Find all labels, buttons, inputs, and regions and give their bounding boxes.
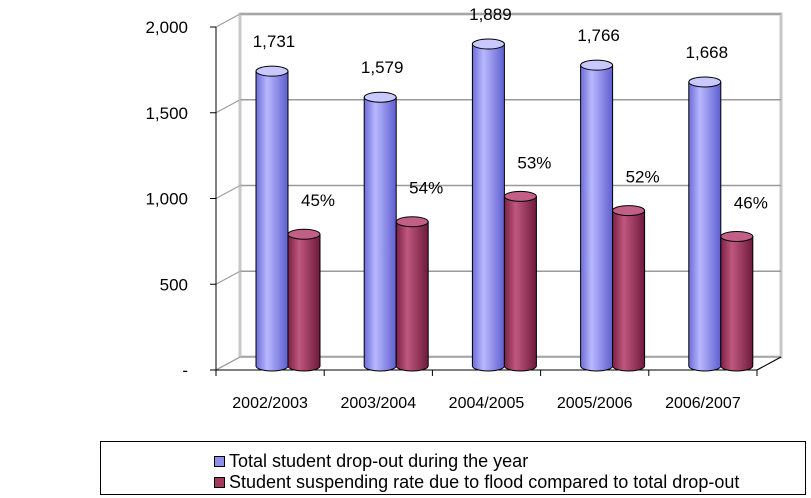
bar-top [287, 228, 321, 240]
bar [580, 59, 614, 372]
bar [287, 228, 321, 372]
y-axis: - 500 1,000 1,500 2,000 [145, 18, 217, 380]
bar-top [395, 216, 429, 228]
gridline-diagonal [215, 270, 241, 285]
gridline-diagonal [215, 99, 241, 114]
bar-body [503, 195, 537, 372]
bars [255, 38, 754, 372]
data-label: 53% [517, 153, 551, 172]
y-tick-label: 2,000 [145, 18, 188, 37]
x-tick-label: 2006/2007 [665, 395, 741, 412]
y-tick-label: 1,500 [145, 104, 188, 123]
bar-body [612, 210, 646, 372]
bar [503, 190, 537, 372]
bar [720, 230, 754, 372]
gridline-diagonal [215, 13, 241, 28]
y-tick-label: 500 [160, 275, 188, 294]
bar-body [580, 64, 614, 372]
bar [363, 91, 397, 372]
data-label: 1,731 [253, 32, 296, 51]
data-label: 1,579 [361, 58, 404, 77]
data-label: 1,766 [577, 26, 620, 45]
bar-chart: - 500 1,000 1,500 2,000 2002/2003 2003/2004 20… [145, 5, 783, 412]
gridline-diagonal [215, 356, 241, 371]
bar-body [255, 70, 289, 372]
bar-top [471, 38, 505, 50]
legend-swatch-suspending-rate [214, 476, 225, 488]
bar-body [720, 235, 754, 372]
bar-top [503, 190, 537, 202]
bar [255, 65, 289, 372]
x-tick-label: 2002/2003 [232, 395, 308, 412]
legend-swatch-total-dropout [214, 455, 225, 467]
bar [612, 205, 646, 372]
data-labels: 1,731 1,579 1,889 1,766 1,668 45% 54% 53% 52% 46% [253, 5, 768, 212]
bar-body [395, 221, 429, 372]
bar-top [612, 205, 646, 217]
bar-top [688, 76, 722, 88]
data-label: 1,889 [469, 5, 512, 24]
y-tick-label: - [182, 361, 188, 380]
data-label: 45% [301, 191, 335, 210]
gridline-diagonal [215, 185, 241, 199]
legend-item-suspending-rate: Student suspending rate due to flood com… [214, 471, 739, 493]
bar-body [287, 233, 321, 372]
x-tick-label: 2004/2005 [449, 395, 525, 412]
y-tick-label: 1,000 [145, 190, 188, 209]
bar-body [363, 96, 397, 372]
legend-item-total-dropout: Total student drop-out during the year [214, 450, 528, 472]
legend-label-suspending-rate: Student suspending rate due to flood com… [229, 471, 740, 492]
data-label: 1,668 [686, 43, 729, 62]
data-label: 54% [409, 179, 443, 198]
bar [395, 216, 429, 372]
x-tick-label: 2005/2006 [557, 395, 633, 412]
legend: Total student drop-out during the year S… [100, 441, 806, 495]
floor-right-edge [756, 356, 782, 371]
bar-top [580, 59, 614, 71]
bar-top [720, 230, 754, 242]
bar-top [255, 65, 289, 77]
legend-label-total-dropout: Total student drop-out during the year [229, 450, 529, 471]
data-label: 52% [626, 168, 660, 187]
bar-body [471, 43, 505, 372]
bar [688, 76, 722, 372]
bar [471, 38, 505, 372]
bar-body [688, 81, 722, 372]
bar-top [363, 91, 397, 103]
x-tick-label: 2003/2004 [340, 395, 416, 412]
data-label: 46% [734, 193, 768, 212]
